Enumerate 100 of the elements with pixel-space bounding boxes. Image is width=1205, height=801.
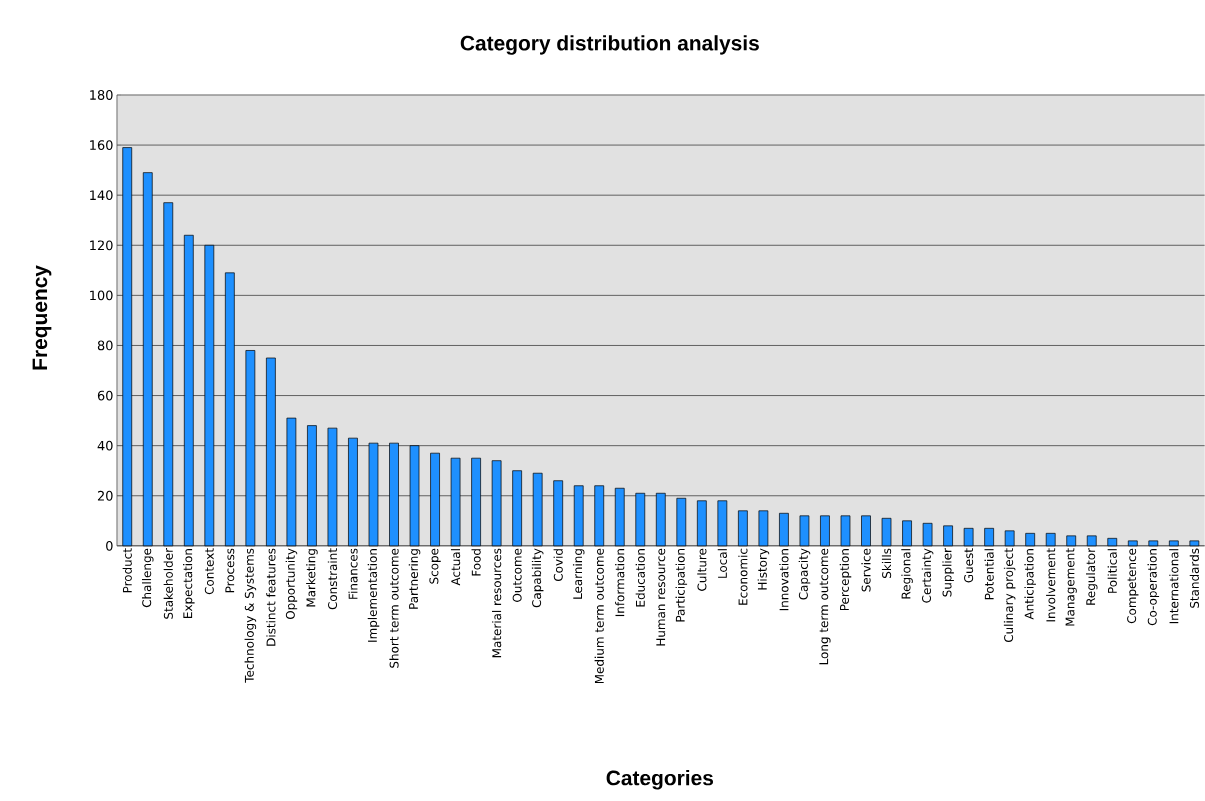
bar <box>820 515 830 547</box>
bar <box>1189 540 1200 547</box>
bar <box>224 272 235 547</box>
x-tick-label: Information <box>615 549 625 617</box>
x-tick-label: Challenge <box>141 548 154 608</box>
bar <box>943 525 953 547</box>
y-tick-label: 60 <box>97 390 113 401</box>
bar <box>1066 535 1077 547</box>
x-tick-label: Economic <box>738 548 748 605</box>
x-tick-label: Medium term outcome <box>594 548 604 684</box>
bar <box>471 457 481 547</box>
y-tick-label: 140 <box>90 190 113 201</box>
x-tick-label: Technology & Systems <box>244 548 257 683</box>
x-tick-label: Capability <box>531 548 544 608</box>
x-tick-label: Local <box>717 549 727 578</box>
x-tick-label: Actual <box>450 549 461 586</box>
y-axis-title: Frequency <box>32 265 52 370</box>
bar <box>368 442 379 547</box>
bar <box>758 510 769 547</box>
y-tick-label: 0 <box>106 541 113 551</box>
x-tick-label: Marketing <box>306 549 318 607</box>
y-tick-label: 180 <box>90 90 113 100</box>
x-tick-label: Outcome <box>512 548 522 603</box>
x-tick-label: History <box>757 548 770 590</box>
bar <box>963 528 974 547</box>
bar <box>799 515 810 547</box>
x-tick-label: Participation <box>675 549 688 622</box>
x-tick-label: Innovation <box>779 549 789 611</box>
x-tick-label: Scope <box>429 548 441 584</box>
bar <box>717 500 728 547</box>
x-tick-label: Partnering <box>408 549 421 609</box>
bar <box>512 470 522 547</box>
x-tick-label: Co-operation <box>1147 549 1160 626</box>
x-tick-label: Standards <box>1189 548 1199 608</box>
x-tick-label: Short term outcome <box>389 548 399 668</box>
bar <box>409 445 420 547</box>
bar <box>573 485 584 547</box>
bar <box>327 427 338 547</box>
x-tick-label: Context <box>204 548 214 595</box>
x-tick-label: Product <box>122 548 132 593</box>
x-tick-label: Finances <box>348 548 358 599</box>
x-tick-label: Culture <box>697 548 707 591</box>
bar <box>840 515 851 547</box>
bar <box>676 498 687 547</box>
x-tick-label: Culinary project <box>1003 548 1016 643</box>
bar <box>1045 533 1056 547</box>
bar <box>553 480 564 547</box>
x-tick-label: Process <box>225 548 235 593</box>
x-tick-label: Human resource <box>656 548 666 646</box>
bar <box>286 417 297 547</box>
bar <box>266 357 276 547</box>
x-tick-label: Certainty <box>921 548 934 603</box>
bar <box>738 510 748 547</box>
bar <box>450 457 461 547</box>
chart-title: Category distribution analysis <box>460 35 759 55</box>
bar <box>881 518 892 547</box>
x-tick-label: Guest <box>964 548 974 583</box>
bar <box>1086 535 1097 547</box>
y-tick-label: 40 <box>97 440 113 451</box>
bar <box>594 485 605 547</box>
x-tick-label: Stakeholder <box>163 548 173 619</box>
x-tick-label: Distinct features <box>266 548 276 646</box>
x-axis-title: Categories <box>606 770 714 790</box>
x-tick-label: Skills <box>881 548 892 579</box>
x-tick-label: Capacity <box>798 548 811 600</box>
x-tick-label: Supplier <box>942 548 954 597</box>
x-tick-label: Learning <box>572 549 585 599</box>
bar <box>779 513 789 547</box>
bar <box>614 488 625 547</box>
y-tick-label: 160 <box>90 140 113 151</box>
y-tick-label: 120 <box>90 240 113 251</box>
x-tick-label: Political <box>1107 549 1117 593</box>
x-tick-label: International <box>1169 549 1179 624</box>
y-tick-label: 20 <box>97 490 113 501</box>
x-tick-label: Service <box>861 548 871 592</box>
bar <box>348 437 358 547</box>
bar <box>696 500 707 547</box>
x-tick-label: Covid <box>553 549 563 582</box>
x-tick-label: Regional <box>901 549 913 599</box>
bar <box>635 493 646 547</box>
bar <box>122 147 133 547</box>
x-tick-label: Perception <box>839 549 852 611</box>
y-tick-label: 80 <box>97 340 113 351</box>
bar <box>902 520 912 547</box>
x-tick-label: Long term outcome <box>819 548 831 665</box>
x-tick-label: Potential <box>984 549 994 600</box>
x-tick-label: Regulator <box>1085 548 1098 605</box>
bar <box>1004 530 1015 547</box>
x-tick-label: Competence <box>1127 548 1139 624</box>
bar <box>430 452 440 547</box>
bar <box>861 515 871 547</box>
bar <box>204 245 215 547</box>
x-tick-label: Implementation <box>367 549 380 642</box>
bar <box>491 460 502 547</box>
bar <box>183 235 194 547</box>
x-tick-label: Material resources <box>492 548 502 658</box>
x-tick-label: Anticipation <box>1024 549 1036 620</box>
bar <box>245 350 256 547</box>
bar <box>984 528 994 547</box>
x-tick-label: Food <box>471 549 481 576</box>
